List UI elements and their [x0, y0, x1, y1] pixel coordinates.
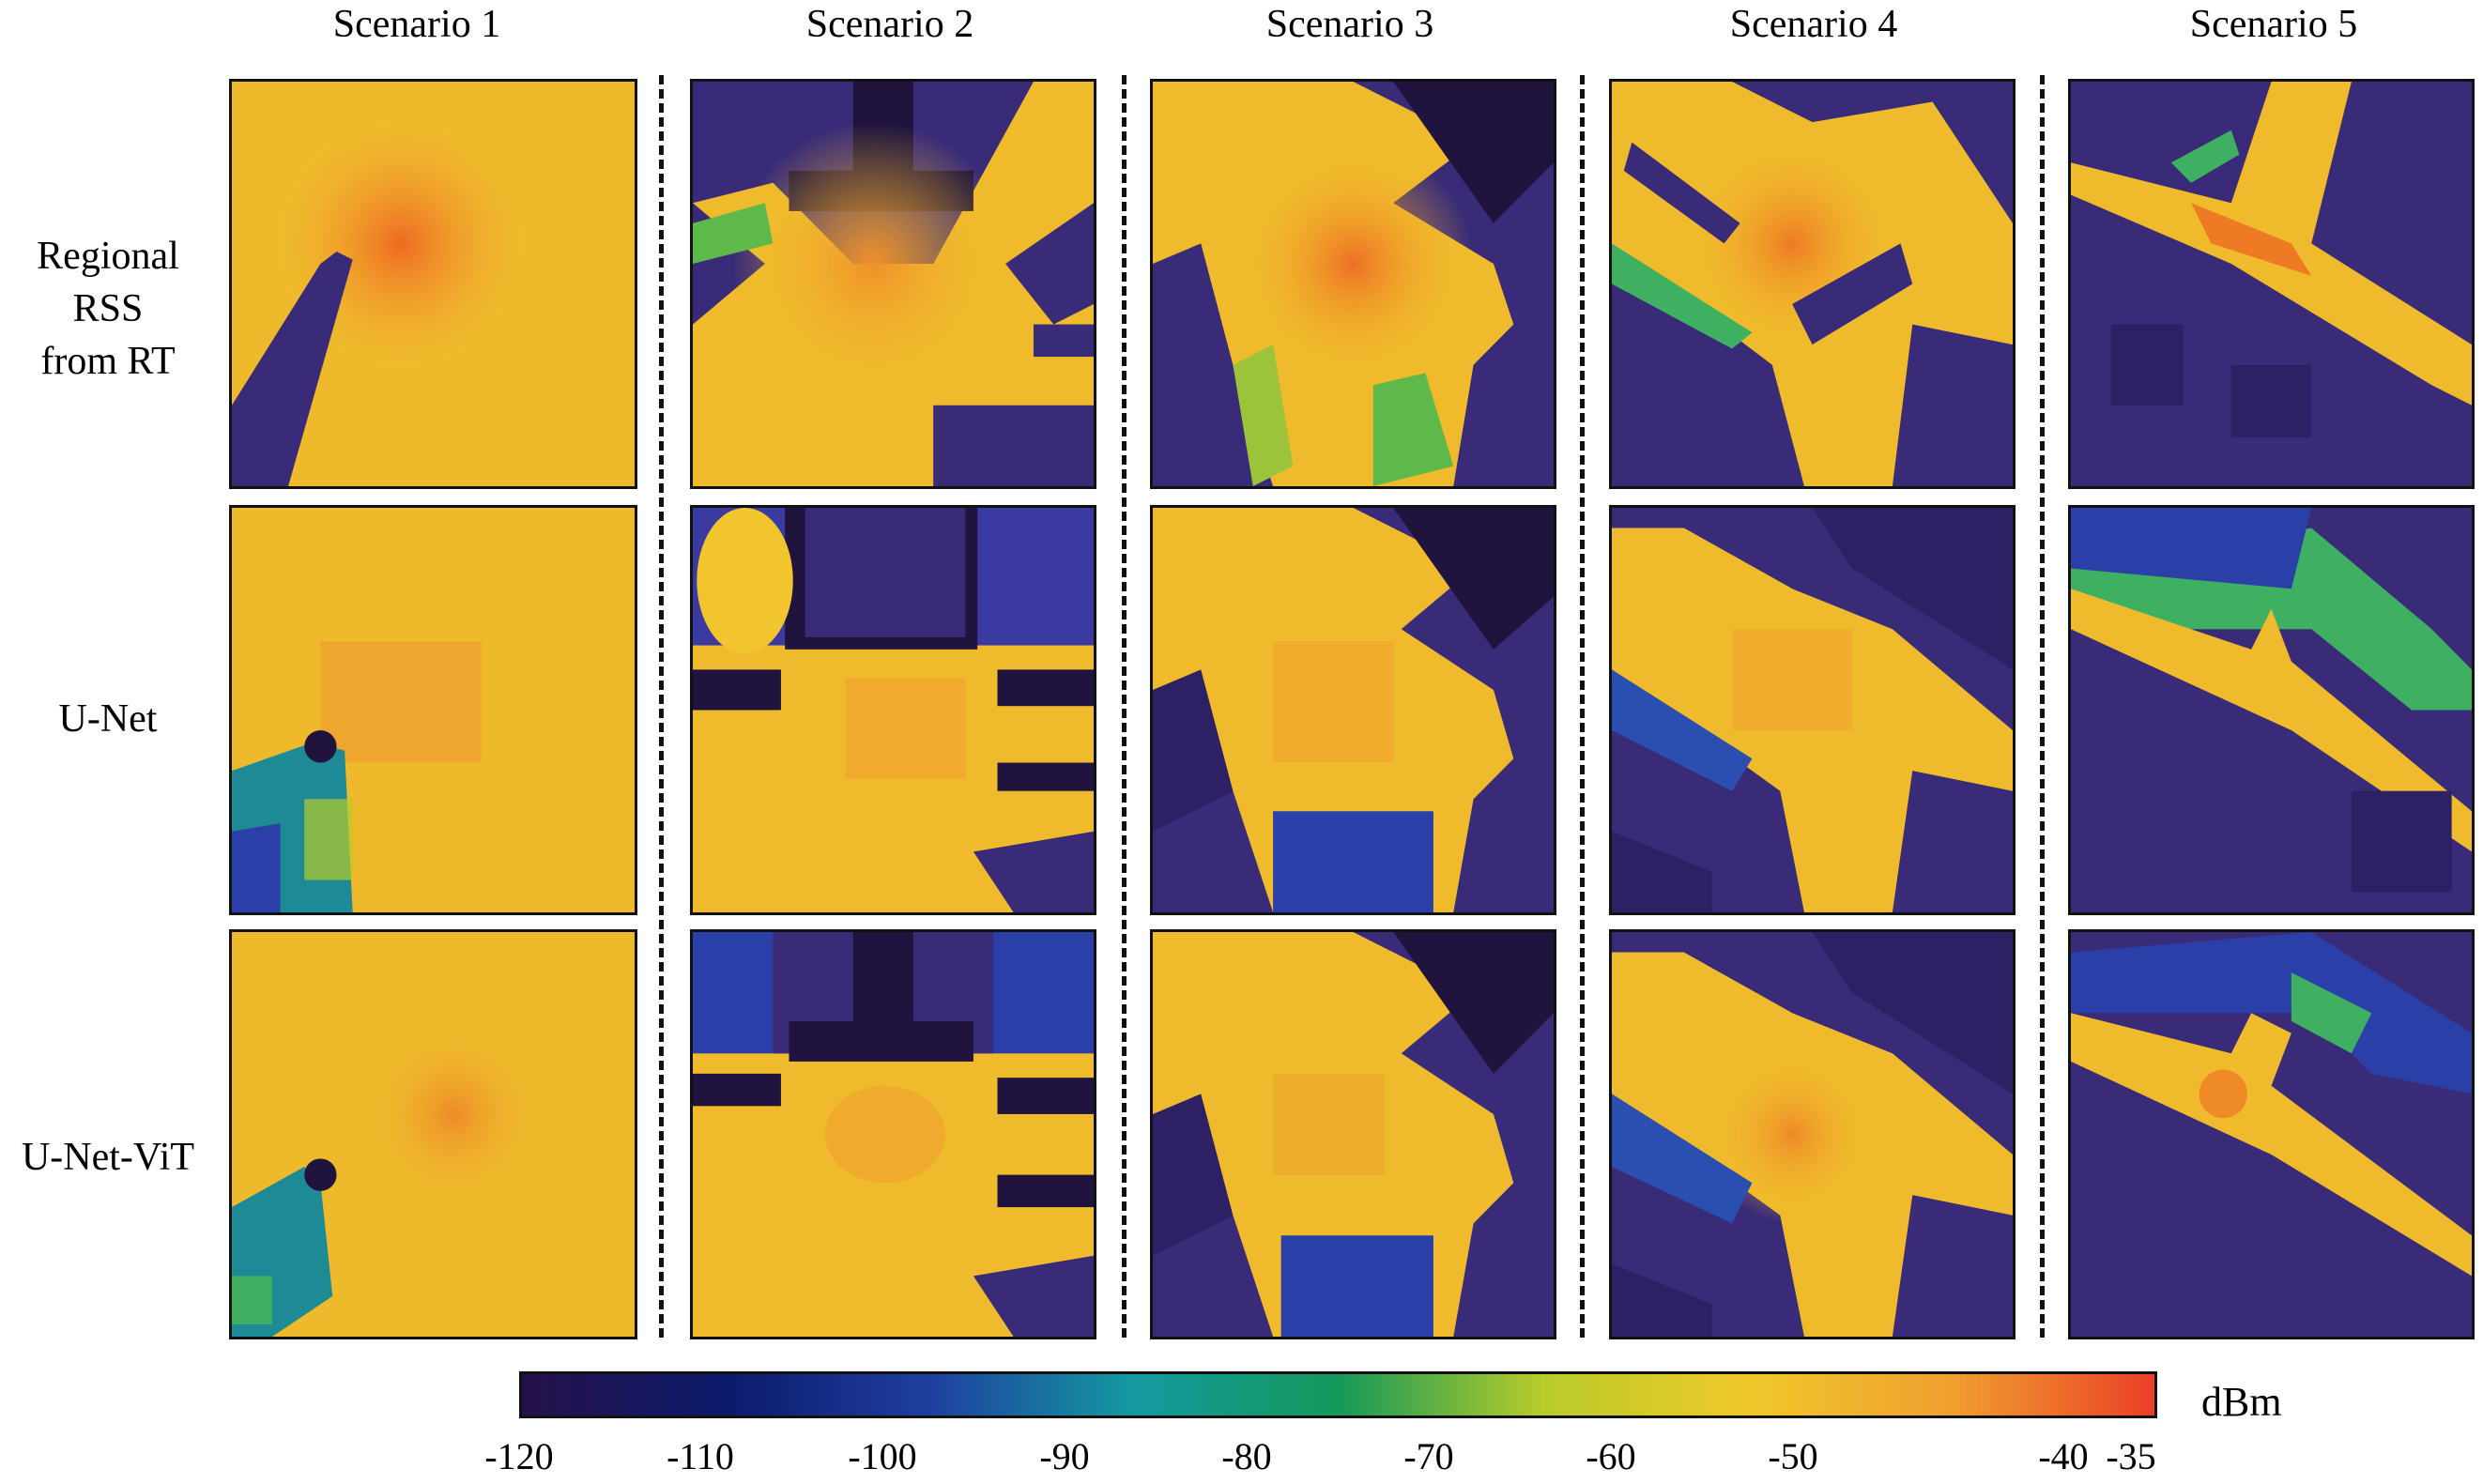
- column-divider: [1122, 75, 1127, 1338]
- column-divider: [2040, 75, 2045, 1338]
- heatmap-unet-scenario-2: [690, 505, 1096, 915]
- colorbar-tick: -70: [1403, 1435, 1454, 1477]
- heatmap-unet-scenario-1: [229, 505, 637, 915]
- column-divider: [1580, 75, 1585, 1338]
- colorbar-tick: -100: [848, 1435, 917, 1477]
- column-title-scenario-1: Scenario 1: [332, 3, 501, 46]
- row-label-line: U-Net: [58, 697, 158, 741]
- colorbar-tick: -35: [2106, 1435, 2156, 1477]
- heatmap-rt-scenario-4: [1609, 79, 2016, 489]
- column-title-scenario-2: Scenario 2: [805, 3, 974, 46]
- colorbar: [519, 1371, 2157, 1418]
- heatmap-unetvit-scenario-3: [1150, 929, 1556, 1339]
- heatmap-unetvit-scenario-4: [1609, 929, 2016, 1339]
- row-label-regional-rss: Regional RSS from RT: [0, 230, 216, 388]
- colorbar-tick: -90: [1039, 1435, 1090, 1477]
- heatmap-rt-scenario-2: [690, 79, 1096, 489]
- heatmap-unet-scenario-4: [1609, 505, 2016, 915]
- colorbar-tick: -50: [1768, 1435, 1818, 1477]
- row-label-line: U-Net-ViT: [21, 1136, 195, 1179]
- heatmap-rt-scenario-5: [2068, 79, 2475, 489]
- column-title-scenario-3: Scenario 3: [1265, 3, 1434, 46]
- colorbar-unit: dBm: [2201, 1379, 2282, 1425]
- row-label-line: from RT: [40, 340, 176, 383]
- colorbar-tick: -40: [2038, 1435, 2089, 1477]
- heatmap-unet-scenario-5: [2068, 505, 2475, 915]
- row-label-line: Regional: [37, 235, 179, 278]
- colorbar-tick: -80: [1221, 1435, 1272, 1477]
- column-title-scenario-5: Scenario 5: [2189, 3, 2358, 46]
- column-divider: [659, 75, 664, 1338]
- colorbar-tick: -60: [1586, 1435, 1636, 1477]
- heatmap-rt-scenario-1: [229, 79, 637, 489]
- row-label-unet-vit: U-Net-ViT: [0, 1131, 216, 1184]
- row-label-line: RSS: [72, 287, 144, 330]
- row-label-unet: U-Net: [0, 693, 216, 745]
- heatmap-unet-scenario-3: [1150, 505, 1556, 915]
- heatmap-unetvit-scenario-5: [2068, 929, 2475, 1339]
- column-title-scenario-4: Scenario 4: [1729, 3, 1898, 46]
- colorbar-tick: -110: [667, 1435, 734, 1477]
- heatmap-unetvit-scenario-2: [690, 929, 1096, 1339]
- heatmap-unetvit-scenario-1: [229, 929, 637, 1339]
- heatmap-rt-scenario-3: [1150, 79, 1556, 489]
- colorbar-tick: -120: [484, 1435, 554, 1477]
